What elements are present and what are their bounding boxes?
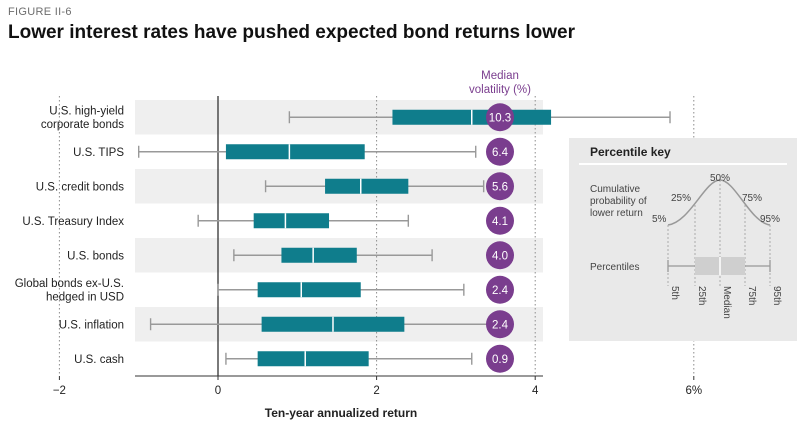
x-tick-label: 0 <box>215 385 221 397</box>
category-label: U.S. cash <box>74 354 124 366</box>
category-labels: U.S. high-yield corporate bonds U.S. TIPS U… <box>15 106 125 366</box>
key-axis-label: 25th <box>696 286 707 305</box>
key-curve-label: 50% <box>710 173 730 184</box>
x-tick-label: 4 <box>532 385 539 397</box>
volatility-header-line-1: Median <box>481 70 519 82</box>
iqr-box <box>225 144 365 160</box>
volatility-circle <box>486 103 514 132</box>
x-tick-label: 6% <box>685 385 702 397</box>
key-title: Percentile key <box>590 145 671 159</box>
iqr-box <box>325 178 409 194</box>
volatility-circle <box>486 172 514 201</box>
volatility-circle <box>486 310 514 339</box>
category-label: U.S. TIPS <box>73 147 124 159</box>
volatility-circle <box>486 241 514 270</box>
key-curve-label: 75% <box>742 193 762 204</box>
x-axis-title: Ten-year annualized return <box>265 406 417 420</box>
volatility-value: 2.4 <box>492 285 509 297</box>
key-axis-label: 5th <box>669 286 680 300</box>
volatility-circle <box>486 137 514 166</box>
key-axis-label: 95th <box>771 286 782 305</box>
key-curve-label: 25% <box>671 193 691 204</box>
percentile-key: Percentile key 5% 25% 50% 75% 95% Cumulative pr… <box>569 138 797 341</box>
volatility-value: 4.0 <box>492 250 508 262</box>
key-axis-label: 75th <box>746 286 757 305</box>
x-axis: −2 0 2 4 6% Ten-year annualized return <box>53 375 702 420</box>
volatility-value: 4.1 <box>492 216 508 228</box>
volatility-value: 0.9 <box>492 354 508 366</box>
iqr-box <box>253 213 330 229</box>
figure-label: FIGURE II-6 <box>8 6 72 18</box>
key-curve-label: 95% <box>760 214 780 225</box>
category-label: U.S. Treasury Index <box>22 216 124 228</box>
volatility-circle <box>486 344 514 373</box>
category-label: U.S. inflation <box>59 319 124 331</box>
volatility-value: 2.4 <box>492 319 509 331</box>
x-tick-label: 2 <box>373 385 379 397</box>
key-panel <box>569 138 797 341</box>
volatility-value: 10.3 <box>489 112 511 124</box>
iqr-box <box>281 247 357 263</box>
volatility-circle <box>486 275 514 304</box>
volatility-circle <box>486 206 514 235</box>
category-label: U.S. bonds <box>67 250 124 262</box>
key-percentiles-label: Percentiles <box>590 262 639 273</box>
category-label: U.S. high-yield corporate bonds <box>41 106 124 132</box>
key-curve-label: 5% <box>652 214 667 225</box>
volatility-header-line-2: volatility (%) <box>469 84 531 96</box>
key-axis-label: Median <box>721 286 732 319</box>
iqr-box <box>257 282 361 298</box>
x-tick-label: −2 <box>53 385 66 397</box>
category-label: Global bonds ex-U.S. hedged in USD <box>15 278 124 304</box>
volatility-value: 5.6 <box>492 181 508 193</box>
volatility-column: Median volatility (%) 10.3 6.4 5.6 4.1 4.0 2.… <box>469 70 531 373</box>
iqr-box <box>257 351 369 367</box>
volatility-value: 6.4 <box>492 147 509 159</box>
chart-title: Lower interest rates have pushed expecte… <box>8 22 575 43</box>
key-cumulative-label: Cumulative probability of lower return <box>590 184 647 219</box>
category-label: U.S. credit bonds <box>36 181 124 193</box>
